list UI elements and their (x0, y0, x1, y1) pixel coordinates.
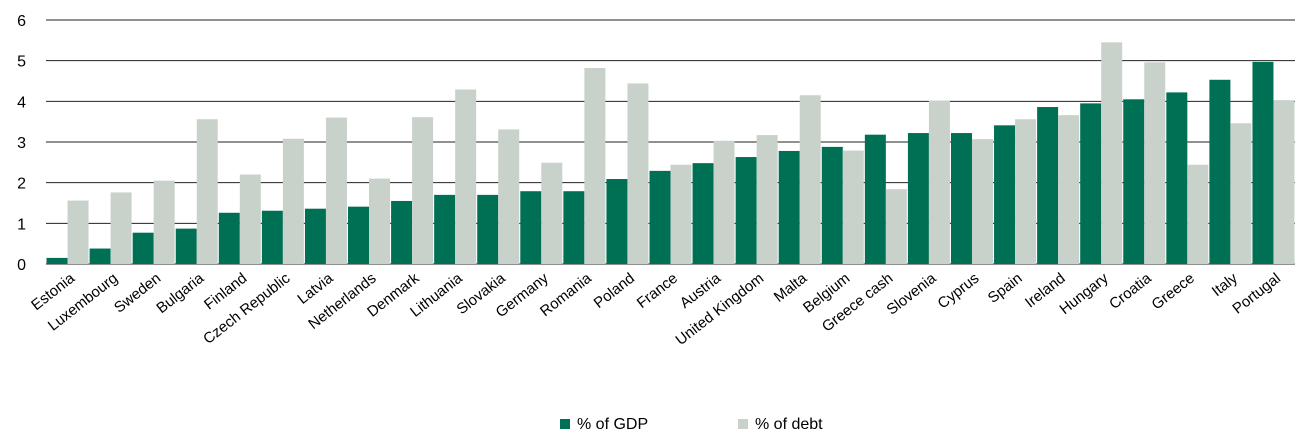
bar-gdp (649, 170, 671, 264)
x-category-label: Hungary (1057, 269, 1113, 318)
y-tick-label: 5 (17, 54, 26, 71)
bar-debt (885, 189, 907, 264)
bar-gdp (994, 125, 1016, 265)
bar-gdp (391, 200, 413, 264)
bar-gdp (477, 194, 499, 264)
bar-gdp (520, 191, 542, 264)
x-category-label: France (634, 270, 681, 312)
bar-debt (325, 117, 347, 264)
legend: % of GDP % of debt (560, 416, 823, 433)
x-category-label: Croatia (1106, 269, 1155, 313)
bar-gdp (348, 206, 370, 264)
bar-gdp (907, 133, 929, 264)
bar-gdp (692, 163, 714, 264)
legend-label-debt: % of debt (755, 416, 823, 433)
bar-gdp (218, 212, 240, 264)
bar-debt (282, 138, 304, 264)
bar-debt (67, 200, 89, 264)
bar-gdp (864, 134, 886, 264)
bar-debt (799, 95, 821, 264)
bar-gdp (778, 150, 800, 264)
legend-label-gdp: % of GDP (577, 416, 648, 433)
x-category-label: Poland (591, 270, 638, 312)
x-category-label: Slovenia (884, 269, 940, 318)
bar-gdp (950, 133, 972, 264)
bar-gdp (304, 208, 326, 264)
bar-debt (369, 178, 391, 264)
legend-swatch-debt (738, 419, 748, 429)
bar-debt (713, 140, 735, 264)
y-tick-label: 4 (17, 94, 26, 111)
bar-debt (541, 162, 563, 264)
x-category-label: Cyprus (935, 270, 983, 313)
bar-debt (584, 67, 606, 264)
bar-debt (842, 150, 864, 264)
bar-gdp (1037, 107, 1059, 264)
bar-gdp (175, 228, 197, 264)
bar-gdp (735, 157, 757, 264)
bar-gdp (46, 257, 68, 264)
bar-debt (1101, 42, 1123, 264)
bar-debt (670, 164, 692, 264)
bars (46, 42, 1295, 265)
legend-swatch-gdp (560, 419, 570, 429)
bar-gdp (1123, 99, 1145, 264)
bar-debt (971, 139, 993, 264)
bar-debt (498, 129, 520, 264)
y-tick-label: 3 (17, 135, 26, 152)
x-axis-category-labels: EstoniaLuxembourgSwedenBulgariaFinlandCz… (28, 269, 1284, 349)
bar-gdp (434, 194, 456, 264)
y-tick-label: 2 (17, 176, 26, 193)
bar-debt (455, 89, 477, 264)
bar-debt (928, 100, 950, 265)
x-category-label: Spain (985, 270, 1026, 307)
bar-gdp (563, 191, 585, 264)
bar-debt (756, 135, 778, 264)
bar-gdp (821, 146, 843, 264)
bar-debt (196, 119, 218, 264)
bar-debt (153, 180, 175, 264)
bar-gdp (261, 210, 283, 264)
bar-debt (1058, 115, 1080, 264)
bar-debt (110, 192, 132, 264)
bar-gdp (89, 248, 111, 264)
bar-debt (1273, 100, 1295, 264)
x-category-label: Italy (1209, 269, 1242, 300)
bar-debt (412, 117, 434, 265)
bar-gdp (1166, 92, 1188, 265)
bar-debt (627, 83, 649, 264)
bar-debt (1230, 123, 1252, 264)
bar-gdp (1252, 61, 1274, 265)
y-tick-label: 6 (17, 13, 26, 30)
y-axis-tick-labels: 0 1 2 3 4 5 6 (17, 13, 26, 274)
bar-gdp (606, 179, 628, 264)
x-category-label: Sweden (111, 270, 164, 317)
x-category-label: Greece (1149, 270, 1198, 314)
bar-gdp (1209, 79, 1231, 264)
bar-debt (1144, 62, 1166, 264)
bar-debt (1015, 119, 1037, 264)
x-category-label: Bulgaria (153, 269, 207, 317)
y-tick-label: 0 (17, 257, 26, 274)
bar-gdp (1080, 103, 1102, 264)
x-category-label: Portugal (1229, 270, 1283, 318)
bar-debt (1187, 164, 1209, 264)
bar-gdp (132, 232, 154, 264)
bar-debt (239, 174, 261, 264)
y-tick-label: 1 (17, 216, 26, 233)
